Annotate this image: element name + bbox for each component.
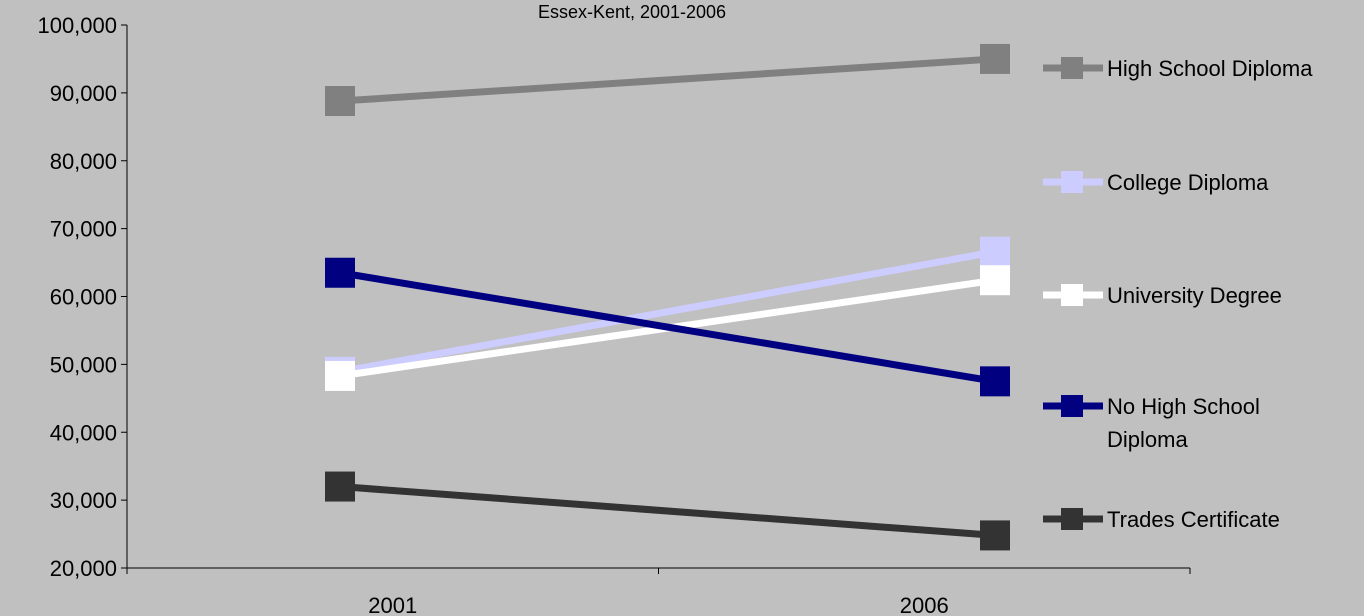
data-point-marker <box>325 257 355 288</box>
legend-marker <box>1061 57 1083 79</box>
x-tick-label: 2006 <box>900 593 949 616</box>
legend-item: University Degree <box>1043 283 1282 308</box>
chart-title: Essex-Kent, 2001-2006 <box>538 2 726 22</box>
y-tick-label: 30,000 <box>50 488 117 513</box>
data-point-marker <box>980 366 1010 397</box>
series-trades-certificate <box>325 471 1010 551</box>
legend-marker <box>1061 395 1083 417</box>
data-point-marker <box>325 360 355 391</box>
y-tick-label: 20,000 <box>50 556 117 581</box>
series-high-school-diploma <box>325 43 1010 117</box>
legend-item: Trades Certificate <box>1043 507 1280 532</box>
legend: High School Diploma College Diploma Univer… <box>1043 56 1313 532</box>
legend-item: High School Diploma <box>1043 56 1313 81</box>
y-tick-label: 100,000 <box>37 13 117 38</box>
data-point-marker <box>325 471 355 502</box>
legend-item: College Diploma <box>1043 170 1269 195</box>
axes: 20,000 30,000 40,000 50,000 60,000 70,000 80,0… <box>37 13 1191 616</box>
x-tick-label: 2001 <box>368 593 417 616</box>
series-no-high-school-diploma <box>325 257 1010 397</box>
legend-label: Diploma <box>1107 427 1188 452</box>
legend-marker <box>1061 508 1083 530</box>
series-layer <box>325 43 1010 551</box>
y-tick-label: 60,000 <box>50 285 117 310</box>
series-line <box>339 55 996 105</box>
legend-label: University Degree <box>1107 283 1282 308</box>
legend-label: High School Diploma <box>1107 56 1313 81</box>
legend-label: No High School <box>1107 394 1260 419</box>
y-tick-label: 70,000 <box>50 217 117 242</box>
data-point-marker <box>980 520 1010 551</box>
data-point-marker <box>980 43 1010 74</box>
legend-item: No High School Diploma <box>1043 394 1260 452</box>
y-tick-label: 50,000 <box>50 352 117 377</box>
y-tick-label: 80,000 <box>50 149 117 174</box>
y-tick-label: 90,000 <box>50 81 117 106</box>
series-line <box>339 483 996 539</box>
series-line <box>339 269 996 385</box>
data-point-marker <box>980 265 1010 296</box>
series-line <box>339 248 996 376</box>
data-point-marker <box>980 236 1010 267</box>
legend-label: Trades Certificate <box>1107 507 1280 532</box>
y-tick-label: 40,000 <box>50 420 117 445</box>
legend-marker <box>1061 284 1083 306</box>
data-point-marker <box>325 86 355 117</box>
legend-label: College Diploma <box>1107 170 1269 195</box>
legend-marker <box>1061 171 1083 193</box>
